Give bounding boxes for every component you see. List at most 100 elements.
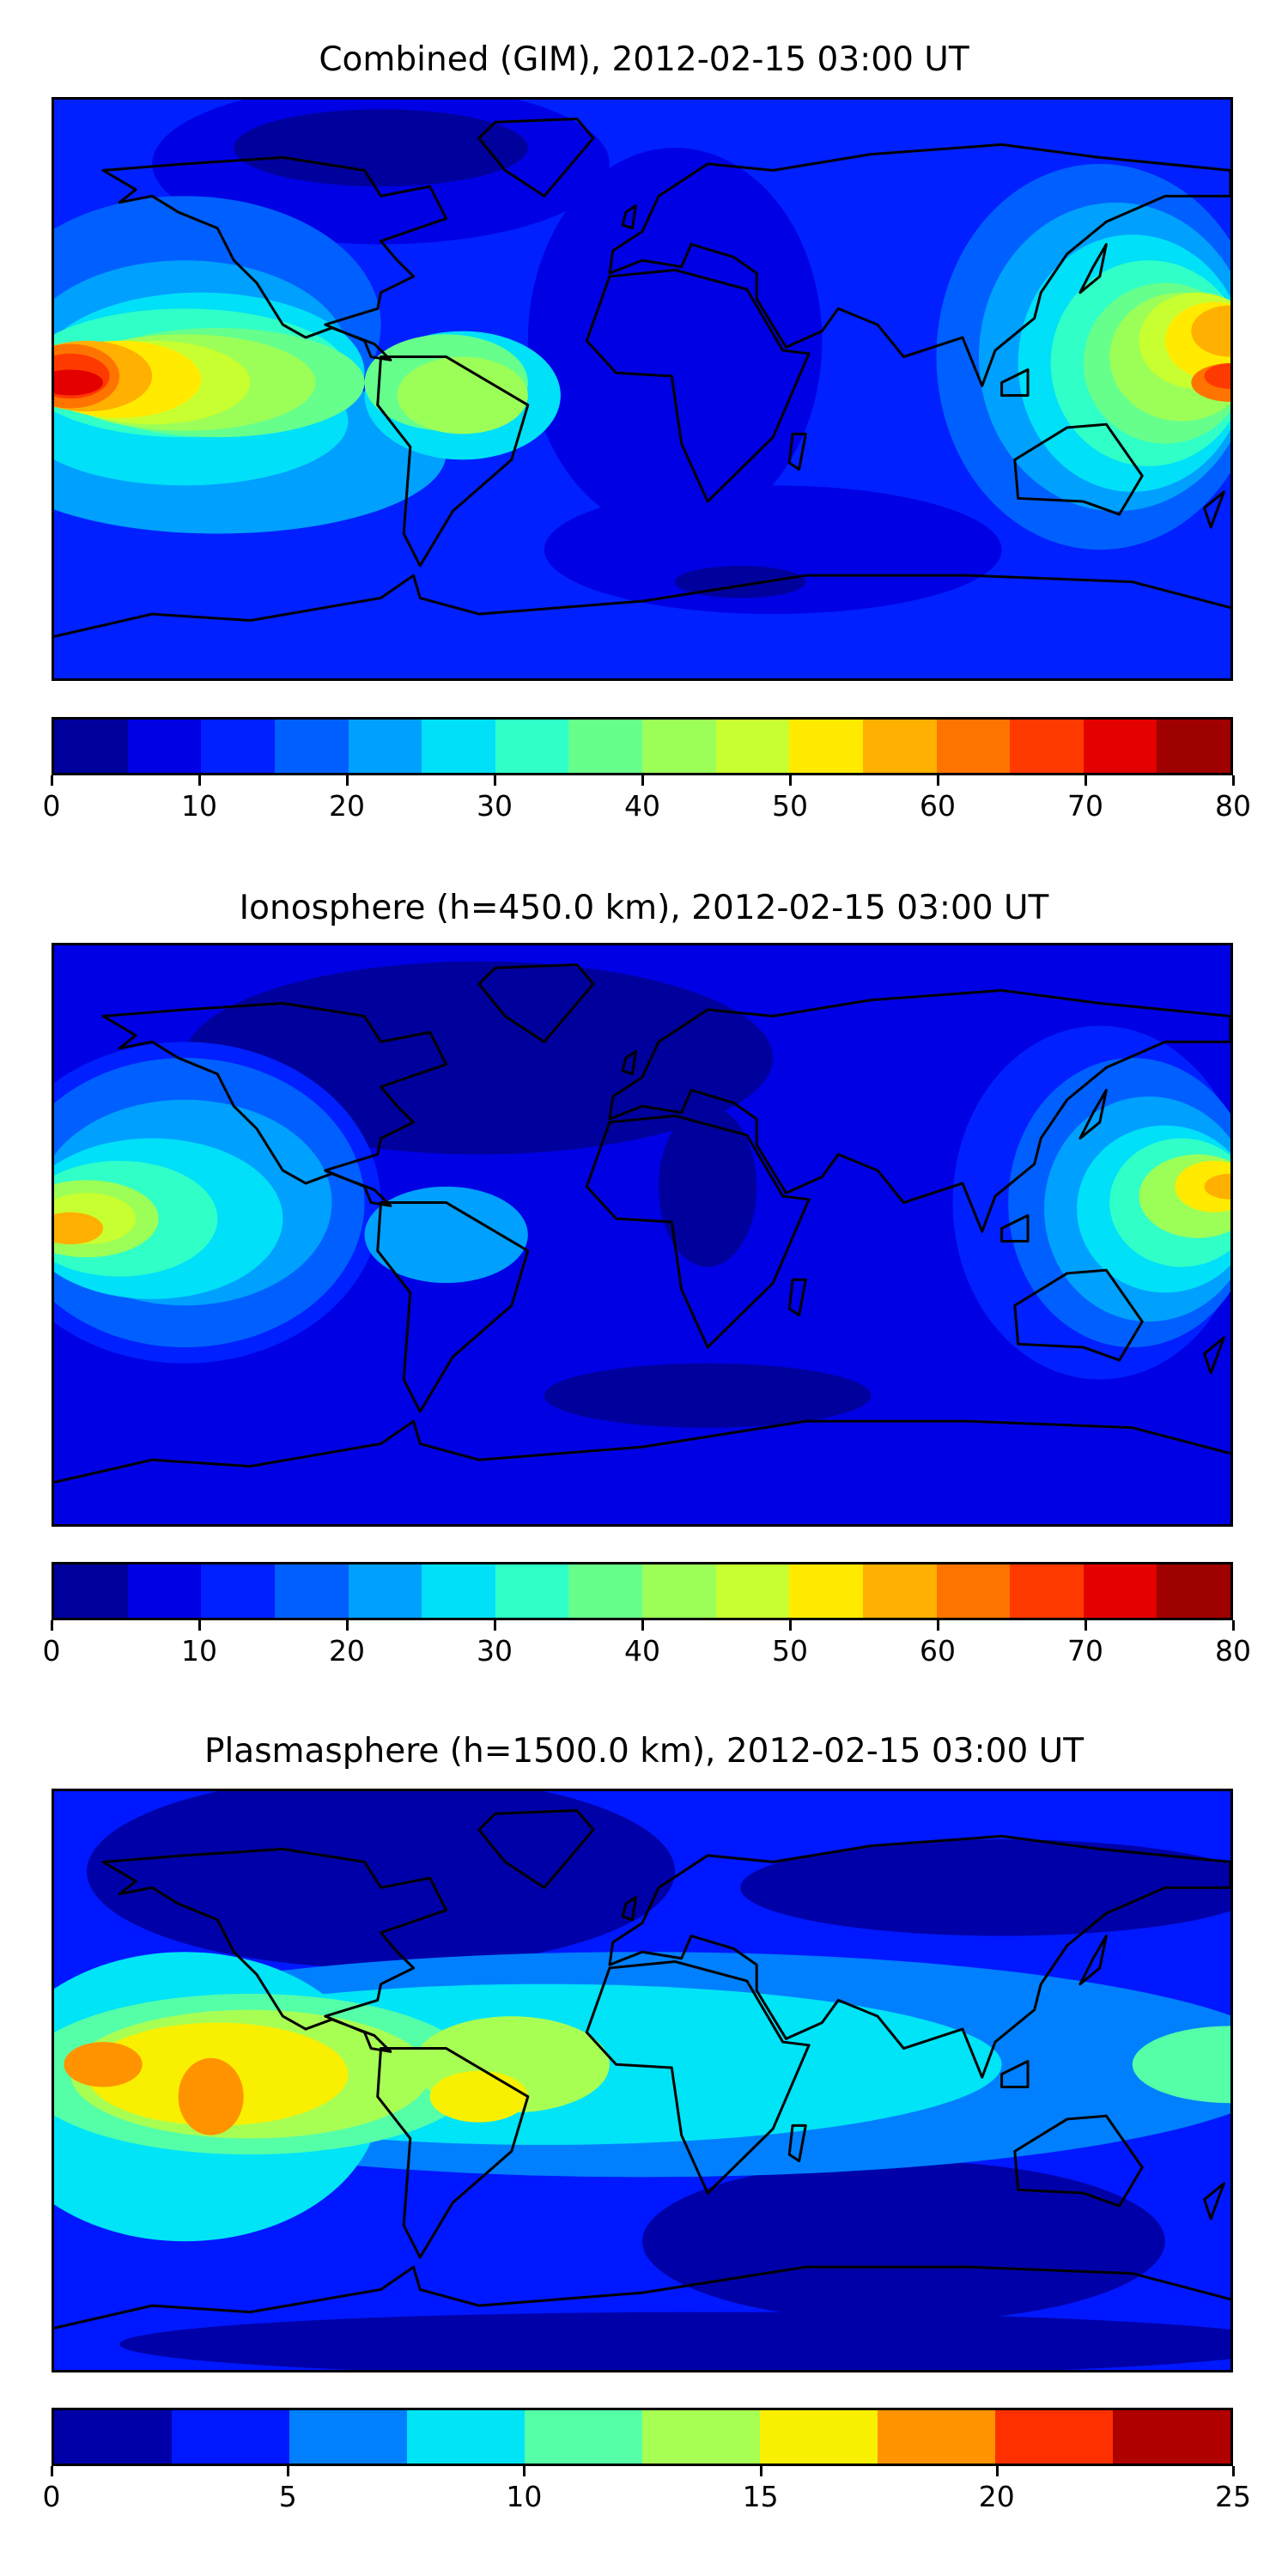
colorbar-segment <box>995 2410 1113 2464</box>
contour-region <box>429 2070 528 2123</box>
colorbar-tick <box>1084 775 1087 786</box>
colorbar-tick <box>937 775 939 786</box>
coastline <box>1002 2062 1028 2087</box>
colorbar-tick-label: 5 <box>278 2480 297 2513</box>
colorbar-tick-label: 20 <box>329 1634 365 1668</box>
colorbar-plasmasphere <box>52 2408 1233 2466</box>
contour-region <box>544 485 1002 615</box>
map-plasmasphere <box>52 1789 1233 2372</box>
contour-region <box>1175 1160 1230 1212</box>
coastline <box>1015 2116 1142 2206</box>
panel-title-ionosphere: Ionosphere (h=450.0 km), 2012-02-15 03:0… <box>239 889 1049 927</box>
coastline <box>1080 1936 1106 1984</box>
coastline <box>1002 1216 1028 1242</box>
panel-title-combined: Combined (GIM), 2012-02-15 03:00 UT <box>319 40 969 79</box>
contour-region <box>64 2042 143 2087</box>
colorbar-segment <box>495 720 569 773</box>
panel-title-plasmasphere: Plasmasphere (h=1500.0 km), 2012-02-15 0… <box>204 1732 1084 1771</box>
coastline <box>378 1203 528 1412</box>
colorbar-tick <box>937 1620 939 1631</box>
colorbar-ticks-plasmasphere: 0 5 10 15 20 25 <box>43 2466 1251 2518</box>
colorbar-tick-label: 10 <box>181 1634 217 1668</box>
colorbar-segment <box>1010 720 1084 773</box>
contour-region <box>1204 1173 1230 1200</box>
colorbar-segment <box>1083 720 1157 773</box>
colorbar-segment <box>289 2410 407 2464</box>
coastline <box>1015 424 1142 514</box>
coastline <box>1205 1338 1224 1373</box>
coastline <box>54 1421 1230 1482</box>
colorbar-ticks-combined: 0 10 20 30 40 50 60 70 80 <box>43 775 1251 827</box>
colorbar-tick-label: 70 <box>1067 1634 1103 1668</box>
colorbar-segment <box>1113 2410 1230 2464</box>
colorbar-tick-label: 0 <box>42 2480 61 2513</box>
colorbar-tick-label: 25 <box>1215 2480 1251 2513</box>
coastline <box>789 434 805 469</box>
coastline <box>610 144 1230 386</box>
coastline <box>610 990 1230 1231</box>
colorbar-tick-label: 10 <box>181 789 217 823</box>
colorbar-tick <box>51 2466 53 2476</box>
coastline <box>586 270 809 501</box>
contour-region <box>119 2312 1230 2370</box>
map-ionosphere <box>52 943 1233 1527</box>
contour-region <box>1132 2026 1230 2104</box>
contour-region <box>1204 363 1230 389</box>
coastline <box>103 1849 447 2051</box>
colorbar-tick-label: 80 <box>1215 789 1251 823</box>
colorbar-tick-label: 20 <box>329 789 365 823</box>
colorbar-segment <box>878 2410 995 2464</box>
colorbar-tick <box>641 775 644 786</box>
colorbar-tick-label: 60 <box>920 1634 956 1668</box>
colorbar-tick-label: 70 <box>1067 789 1103 823</box>
coastline <box>610 1836 1230 2077</box>
coastline <box>378 2049 528 2257</box>
colorbar-segment <box>54 1564 128 1618</box>
coastline <box>1002 370 1028 396</box>
contour-region <box>659 1106 757 1267</box>
colorbar-segment <box>127 720 202 773</box>
coastline <box>103 157 447 360</box>
contour-region <box>527 148 823 534</box>
colorbar-tick <box>198 775 201 786</box>
coastline <box>479 964 593 1042</box>
colorbar-segment <box>642 1564 716 1618</box>
contour-region <box>54 1212 104 1245</box>
colorbar-segment <box>936 1564 1011 1618</box>
colorbar-tick <box>1232 1620 1235 1631</box>
colorbar-segment <box>422 720 495 773</box>
colorbar-segment <box>1157 1564 1230 1618</box>
coastline <box>1205 2184 1224 2219</box>
coastline <box>586 1961 809 2193</box>
colorbar-segment <box>862 1564 937 1618</box>
colorbar-segment <box>525 2410 642 2464</box>
coastline <box>1015 1270 1142 1360</box>
map-combined <box>52 97 1233 681</box>
contour-region <box>544 1363 872 1428</box>
colorbar-tick <box>198 1620 201 1631</box>
colorbar-ticks-ionosphere: 0 10 20 30 40 50 60 70 80 <box>43 1620 1251 1672</box>
colorbar-tick-label: 60 <box>920 789 956 823</box>
coastline <box>479 118 593 196</box>
colorbar-tick-label: 80 <box>1215 1634 1251 1668</box>
colorbar-segment <box>348 720 422 773</box>
colorbar-ionosphere <box>52 1562 1233 1620</box>
colorbar-tick-label: 40 <box>624 789 660 823</box>
coastline <box>378 357 528 566</box>
colorbar-tick <box>641 1620 644 1631</box>
coastline <box>103 1003 447 1206</box>
coastline <box>54 2267 1230 2328</box>
colorbar-segment <box>760 2410 878 2464</box>
colorbar-tick-label: 40 <box>624 1634 660 1668</box>
coastline <box>623 206 635 228</box>
colorbar-segment <box>274 1564 349 1618</box>
colorbar-segment <box>495 1564 569 1618</box>
colorbar-tick <box>51 1620 53 1631</box>
colorbar-segment <box>1010 1564 1084 1618</box>
colorbar-segment <box>201 720 275 773</box>
coastline <box>789 2125 805 2160</box>
colorbar-segment <box>1083 1564 1157 1618</box>
colorbar-segment <box>862 720 937 773</box>
colorbar-tick <box>51 775 53 786</box>
